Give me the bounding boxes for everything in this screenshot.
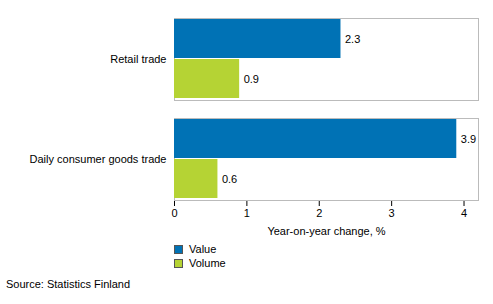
svg-text:0.6: 0.6 (222, 173, 237, 185)
html-text:Value: Value (189, 243, 217, 255)
svg-text:3: 3 (389, 207, 395, 219)
svg-text:Retail trade: Retail trade (110, 53, 166, 65)
html-text:Source: Statistics Finland: Source: Statistics Finland (6, 278, 131, 290)
svg-text:2.3: 2.3 (345, 33, 360, 45)
html-text:Volume: Volume (189, 257, 226, 269)
svg-text:1: 1 (244, 207, 250, 219)
svg-text:Daily consumer goods trade: Daily consumer goods trade (30, 153, 167, 165)
svg-text:0: 0 (171, 207, 177, 219)
svg-text:4: 4 (461, 207, 467, 219)
svg-text:3.9: 3.9 (461, 133, 476, 145)
svg-text:0.9: 0.9 (244, 73, 259, 85)
svg-text:2: 2 (316, 207, 322, 219)
svg-text:Year-on-year change, %: Year-on-year change, % (267, 225, 385, 237)
